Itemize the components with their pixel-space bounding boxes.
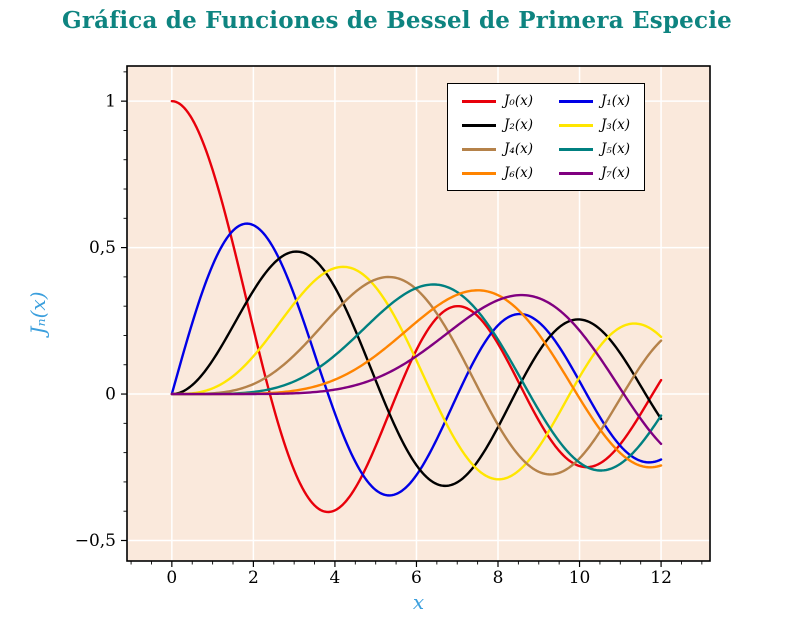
y-axis-label: Jₙ(x) [26,291,50,335]
legend-swatch-J6 [462,171,496,175]
y-tick-label: 0 [105,385,116,405]
legend-item-J7: J₇(x) [558,165,630,181]
series-line-J1 [170,222,663,497]
legend-swatch-J2 [462,123,496,127]
legend-item-J1: J₁(x) [558,93,630,109]
plot-frame [126,65,711,562]
x-tick-label: 2 [248,568,259,588]
legend-swatch-J0 [462,99,496,103]
legend-swatch-J4 [462,147,496,151]
series-line-J3 [170,265,663,481]
legend-label-J5: J₅(x) [600,141,630,157]
legend-item-J2: J₂(x) [462,117,533,133]
legend-swatch-J7 [558,171,593,175]
series-line-J2 [170,250,663,488]
legend-label-J3: J₃(x) [600,117,630,133]
series-line-J5 [170,283,663,472]
legend-swatch-J1 [558,99,593,103]
x-tick-label: 4 [330,568,341,588]
legend-swatch-J5 [558,147,593,151]
chart-title: Gráfica de Funciones de Bessel de Primer… [61,7,732,34]
legend-item-J4: J₄(x) [462,141,533,157]
legend-label-J4: J₄(x) [504,141,533,157]
series-line-J7 [170,293,663,446]
x-axis-label: x [412,590,425,614]
legend-item-J3: J₃(x) [558,117,630,133]
x-tick-label: 6 [411,568,422,588]
legend-label-J7: J₇(x) [600,165,630,181]
plot-canvas: 0 2 4 6 8 10 12 −0,5 0 0,5 1 [75,65,711,588]
legend-label-J6: J₆(x) [504,165,533,181]
x-tick-label: 0 [166,568,177,588]
y-tick-label: 0,5 [89,238,116,258]
legend-item-J6: J₆(x) [462,165,533,181]
y-tick-label: 1 [105,92,116,112]
legend-swatch-J3 [558,123,593,127]
legend-label-J1: J₁(x) [600,93,630,109]
legend-label-J2: J₂(x) [504,117,533,133]
y-tick-label: −0,5 [75,531,116,551]
legend-label-J0: J₀(x) [504,93,533,109]
legend-box: J₀(x) J₁(x) J₂(x) J₃(x) J₄(x) J₅(x) J₆(x) J₇(x) [447,83,645,191]
x-tick-label: 8 [493,568,504,588]
series-line-J0 [170,99,663,514]
x-tick-label: 10 [569,568,591,588]
legend-item-J5: J₅(x) [558,141,630,157]
legend-item-J0: J₀(x) [462,93,533,109]
x-tick-label: 12 [650,568,672,588]
